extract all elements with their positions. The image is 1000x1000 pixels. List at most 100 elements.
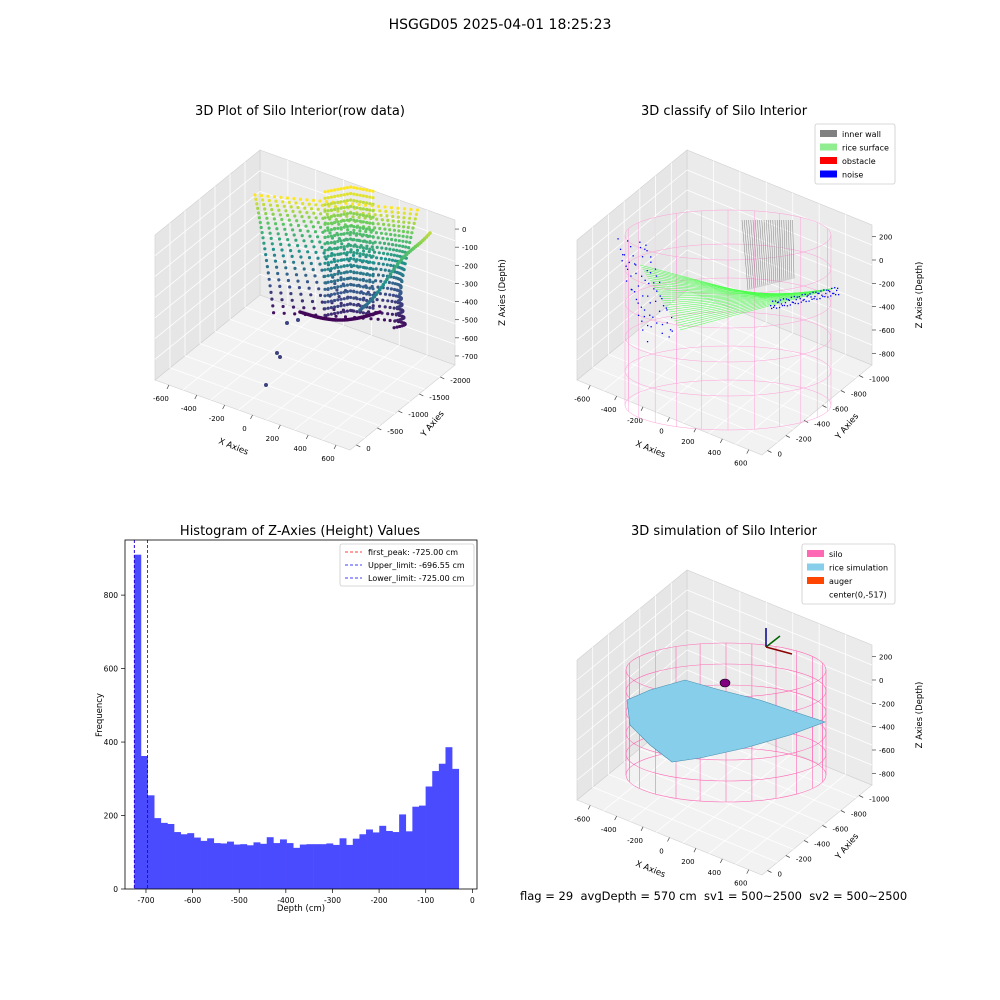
panel4-x-tick-label: -200 <box>627 837 643 845</box>
panel2-y-tick-label: -200 <box>796 436 812 444</box>
panel2-x-tick-label: -400 <box>601 406 617 414</box>
panel4-legend-label: rice simulation <box>829 564 888 573</box>
panel2-z-tick-label: 0 <box>879 257 883 265</box>
histogram-bar <box>313 844 320 889</box>
histogram-bar <box>260 843 268 889</box>
panel2-legend-frame <box>814 123 896 185</box>
panel4-x-axis-label: X Axies <box>634 859 667 880</box>
panel3-legend-label: Upper_limit: -696.55 cm <box>368 561 465 570</box>
panel2-y-tick-label: -800 <box>851 391 867 399</box>
panel4-x-tick-label: 0 <box>659 848 663 856</box>
histogram-bar <box>240 844 248 889</box>
histogram-bar <box>266 837 274 889</box>
histogram-bar <box>346 844 354 889</box>
panel2-x-tick-label: 0 <box>659 428 663 436</box>
panel4-legend-label: auger <box>829 577 853 586</box>
panel3-x-tick-label: -400 <box>277 896 294 905</box>
panel4-y-tick-label: -400 <box>814 841 830 849</box>
panel4-center-marker <box>719 678 731 688</box>
panel4-z-tick-label: -600 <box>879 747 895 755</box>
histogram-bar <box>452 768 460 889</box>
panel3-x-tick-label: -200 <box>371 896 388 905</box>
histogram-bar <box>227 841 234 889</box>
panel1-x-tick-label: -200 <box>209 415 225 423</box>
panel1-z-tick-label: -200 <box>462 262 478 270</box>
panel4-z-tick-label: 0 <box>879 677 883 685</box>
histogram-bar <box>213 843 221 889</box>
histogram-bar <box>174 832 181 889</box>
histogram-bar <box>399 814 407 889</box>
histogram-bar <box>366 829 373 889</box>
histogram-bar <box>154 818 162 889</box>
histogram-bar <box>379 825 387 889</box>
histogram-bar <box>273 843 281 889</box>
histogram-bar <box>293 847 301 889</box>
panel2-z-tick-label: -200 <box>879 280 895 288</box>
histogram-bar <box>352 838 360 889</box>
panel2-legend-label: obstacle <box>842 157 876 166</box>
panel3-y-axis-label: Frequency <box>95 693 105 737</box>
histogram-bar <box>432 771 440 889</box>
panel3-chart: -700 -600 -500 -400 -300 -200 -100 0 0 200 400 600 8… <box>95 539 478 914</box>
panel2-chart: -600-400-20002004006000-200-400-600-800-… <box>574 123 925 468</box>
panel2-y-axis-label: Y Axies <box>833 411 861 442</box>
panel4-z-axis-label: Z Axies (Depth) <box>915 682 925 749</box>
panel3-y-tick-label: 200 <box>104 812 119 821</box>
histogram-bar <box>412 806 420 889</box>
panel2-legend-swatch <box>820 157 837 164</box>
panel2-side-pane <box>576 149 688 381</box>
panel2-z-tick-label: -400 <box>879 304 895 312</box>
panel2-silo-wireframe <box>624 209 832 431</box>
panel4-axis-indicator-y <box>765 635 781 648</box>
panel4-y-tick-label: -200 <box>796 856 812 864</box>
histogram-bar <box>359 834 367 889</box>
panel4-z-tick-label: -400 <box>879 724 895 732</box>
panel1-x-tick-label: 0 <box>242 425 246 433</box>
histogram-bar <box>180 834 188 889</box>
panel2-z-tick-label: 200 <box>879 234 892 242</box>
panel2-x-tick-label: 400 <box>708 449 721 457</box>
panel1-z-tick-label: -600 <box>462 335 478 343</box>
panel4-legend-label: center(0,-517) <box>829 591 887 600</box>
panel1-y-tick-label: -1000 <box>408 411 428 419</box>
histogram-bar <box>392 832 400 889</box>
panel1-z-tick-label: 0 <box>462 226 466 234</box>
panel4-rice-surface <box>626 679 826 763</box>
histogram-bar <box>385 830 393 889</box>
panel1-x-tick-label: 200 <box>266 435 279 443</box>
histogram-bar <box>326 843 334 889</box>
panel2-legend-swatch <box>820 143 837 151</box>
panel1-z-tick-label: -500 <box>462 317 478 325</box>
histogram-bar <box>160 822 168 889</box>
histogram-bar <box>332 844 340 889</box>
panel4-x-tick-label: 600 <box>734 880 747 888</box>
panel2-z-tick-label: -600 <box>879 327 895 335</box>
panel2-z-axis-label: Z Axies (Depth) <box>915 262 925 329</box>
panel2-x-tick-label: 600 <box>734 460 747 468</box>
histogram-bar <box>140 756 148 889</box>
histogram-bar <box>425 786 433 889</box>
panel1-x-tick-label: 400 <box>294 445 307 453</box>
histogram-bar <box>405 831 413 889</box>
histogram-bar <box>286 843 294 889</box>
panel4-x-tick-label: 200 <box>681 858 694 866</box>
panel4-y-tick-label: -1000 <box>869 796 889 804</box>
histogram-bar <box>279 839 287 889</box>
panel2-x-tick-label: -200 <box>627 417 643 425</box>
panel3-x-tick-label: -500 <box>231 896 248 905</box>
histogram-bar <box>200 840 208 889</box>
panel2-legend-label: noise <box>842 171 863 180</box>
panel2-legend-swatch <box>820 130 837 137</box>
panel4-title: 3D simulation of Silo Interior <box>631 524 817 539</box>
panel4-chart: -600-400-20002004006000-200-400-600-800-… <box>574 543 925 888</box>
histogram-bar <box>319 844 327 889</box>
panel1-z-tick-label: -100 <box>462 244 478 252</box>
panel4-z-tick-label: -800 <box>879 770 895 778</box>
panel1-z-tick-label: -300 <box>462 280 478 288</box>
panel3-x-tick-label: -300 <box>324 896 341 905</box>
panel4-legend-swatch <box>807 550 824 557</box>
panel3-x-axis-label: Depth (cm) <box>277 904 325 914</box>
panel1-z-tick-label: -400 <box>462 299 478 307</box>
histogram-bar <box>193 837 201 889</box>
